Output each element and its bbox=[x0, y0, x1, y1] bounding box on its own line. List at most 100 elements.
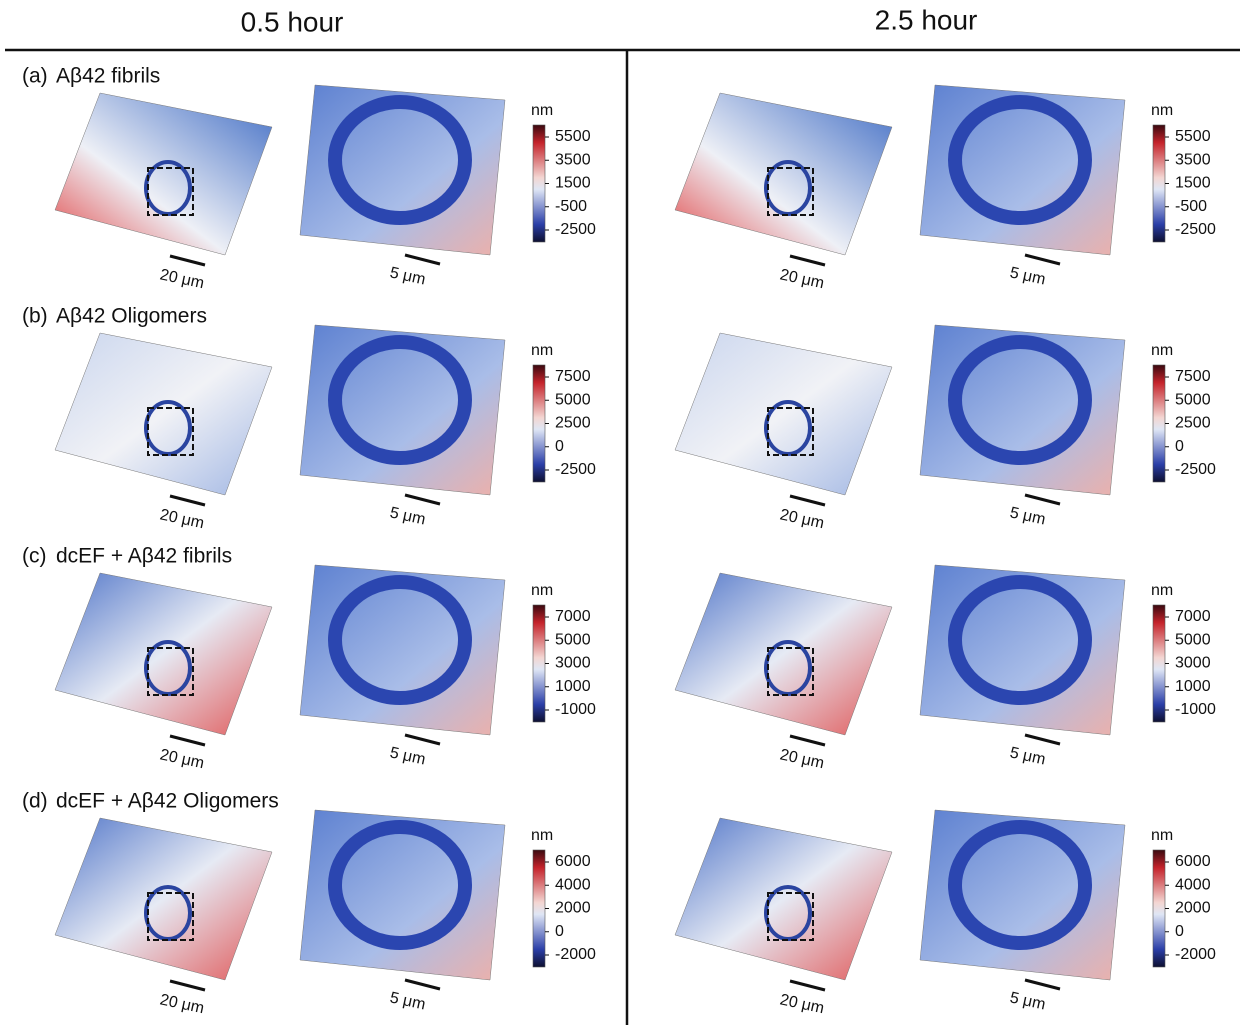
panel: 20 μm5 μmnm6000400020000-2000 bbox=[55, 810, 596, 1017]
colorbar-tick-label: 2500 bbox=[1175, 415, 1211, 432]
scale-bar-label: 5 μm bbox=[388, 264, 427, 288]
scale-bar-label: 5 μm bbox=[1008, 504, 1047, 528]
scale-bar bbox=[170, 256, 205, 265]
afm-overview bbox=[55, 573, 272, 735]
colorbar-tick-label: 1000 bbox=[555, 678, 591, 695]
panel-title: dcEF + Aβ42 Oligomers bbox=[56, 790, 279, 813]
scale-bar bbox=[1025, 980, 1060, 989]
scale-bar bbox=[405, 735, 440, 744]
panel-label: (a) bbox=[22, 65, 48, 88]
colorbar-tick-label: 5000 bbox=[1175, 631, 1211, 648]
scale-bar-label: 20 μm bbox=[778, 506, 825, 532]
scale-bar-label: 5 μm bbox=[1008, 264, 1047, 288]
colorbar-tick-label: 5000 bbox=[1175, 391, 1211, 408]
colorbar-tick-label: 4000 bbox=[555, 876, 591, 893]
colorbar-tick-label: 3500 bbox=[555, 151, 591, 168]
colorbar-tick-label: 1500 bbox=[555, 175, 591, 192]
colorbar bbox=[533, 365, 545, 482]
panel-label: (c) bbox=[22, 545, 47, 568]
colorbar-tick-label: 2500 bbox=[555, 415, 591, 432]
figure: 0.5 hour 2.5 hour (a)Aβ42 fibrils20 μm5 … bbox=[0, 0, 1240, 1032]
colorbar-tick-label: 0 bbox=[555, 923, 564, 940]
scale-bar bbox=[405, 495, 440, 504]
colorbar bbox=[1153, 605, 1165, 722]
colorbar-tick-label: 3000 bbox=[1175, 655, 1211, 672]
scale-bar bbox=[170, 496, 205, 505]
colorbar-tick-label: -2500 bbox=[555, 221, 596, 238]
scale-bar bbox=[790, 736, 825, 745]
colorbar-tick-label: 3500 bbox=[1175, 151, 1211, 168]
scale-bar bbox=[170, 736, 205, 745]
colorbar-tick-label: 5000 bbox=[555, 631, 591, 648]
colorbar bbox=[533, 125, 545, 242]
scale-bar bbox=[790, 496, 825, 505]
colorbar-tick-label: 5500 bbox=[555, 128, 591, 145]
colorbar-tick-label: 6000 bbox=[1175, 853, 1211, 870]
colorbar-tick-label: 4000 bbox=[1175, 876, 1211, 893]
colorbar-tick-label: -500 bbox=[555, 198, 587, 215]
colorbar-unit: nm bbox=[531, 102, 553, 119]
colorbar-tick-label: -500 bbox=[1175, 198, 1207, 215]
scale-bar-label: 5 μm bbox=[1008, 744, 1047, 768]
panel-title: Aβ42 Oligomers bbox=[56, 305, 207, 328]
scale-bar-label: 5 μm bbox=[388, 504, 427, 528]
scale-bar bbox=[1025, 735, 1060, 744]
colorbar-tick-label: -2500 bbox=[1175, 461, 1216, 478]
colorbar bbox=[1153, 850, 1165, 967]
scale-bar-label: 20 μm bbox=[158, 746, 205, 772]
scale-bar-label: 20 μm bbox=[158, 991, 205, 1017]
colorbar-tick-label: 2000 bbox=[555, 900, 591, 917]
column-title: 2.5 hour bbox=[875, 4, 978, 35]
colorbar bbox=[533, 850, 545, 967]
colorbar-tick-label: 3000 bbox=[555, 655, 591, 672]
colorbar-tick-label: -2000 bbox=[1175, 946, 1216, 963]
colorbar-unit: nm bbox=[1151, 342, 1173, 359]
colorbar-tick-label: -1000 bbox=[1175, 701, 1216, 718]
colorbar-tick-label: 7500 bbox=[555, 368, 591, 385]
afm-overview bbox=[675, 333, 892, 495]
scale-bar-label: 20 μm bbox=[158, 266, 205, 292]
panel-label: (d) bbox=[22, 790, 48, 813]
colorbar bbox=[533, 605, 545, 722]
colorbar-tick-label: 0 bbox=[1175, 438, 1184, 455]
afm-overview bbox=[55, 333, 272, 495]
colorbar-unit: nm bbox=[1151, 827, 1173, 844]
afm-overview bbox=[675, 818, 892, 980]
panels: (a)Aβ42 fibrils20 μm5 μmnm550035001500-5… bbox=[22, 65, 1216, 1018]
colorbar-tick-label: -2500 bbox=[1175, 221, 1216, 238]
colorbar-tick-label: 7500 bbox=[1175, 368, 1211, 385]
colorbar-unit: nm bbox=[531, 827, 553, 844]
colorbar-tick-label: 7000 bbox=[555, 608, 591, 625]
scale-bar bbox=[790, 981, 825, 990]
scale-bar-label: 5 μm bbox=[388, 989, 427, 1013]
colorbar-unit: nm bbox=[1151, 102, 1173, 119]
scale-bar-label: 5 μm bbox=[1008, 989, 1047, 1013]
panel: 20 μm5 μmnm7000500030001000-1000 bbox=[675, 565, 1216, 772]
colorbar bbox=[1153, 365, 1165, 482]
panel-title: Aβ42 fibrils bbox=[56, 65, 160, 88]
colorbar-tick-label: 5500 bbox=[1175, 128, 1211, 145]
colorbar-tick-label: 1500 bbox=[1175, 175, 1211, 192]
scale-bar bbox=[170, 981, 205, 990]
colorbar-tick-label: -2500 bbox=[555, 461, 596, 478]
colorbar-tick-label: 6000 bbox=[555, 853, 591, 870]
scale-bar bbox=[1025, 495, 1060, 504]
scale-bar bbox=[405, 255, 440, 264]
panel-title: dcEF + Aβ42 fibrils bbox=[56, 545, 232, 568]
panel-label: (b) bbox=[22, 305, 48, 328]
colorbar-unit: nm bbox=[531, 582, 553, 599]
afm-overview bbox=[55, 93, 272, 255]
scale-bar-label: 20 μm bbox=[778, 266, 825, 292]
scale-bar-label: 5 μm bbox=[388, 744, 427, 768]
scale-bar-label: 20 μm bbox=[158, 506, 205, 532]
colorbar-tick-label: 2000 bbox=[1175, 900, 1211, 917]
colorbar-unit: nm bbox=[1151, 582, 1173, 599]
afm-overview bbox=[675, 93, 892, 255]
colorbar-tick-label: 7000 bbox=[1175, 608, 1211, 625]
afm-overview bbox=[675, 573, 892, 735]
